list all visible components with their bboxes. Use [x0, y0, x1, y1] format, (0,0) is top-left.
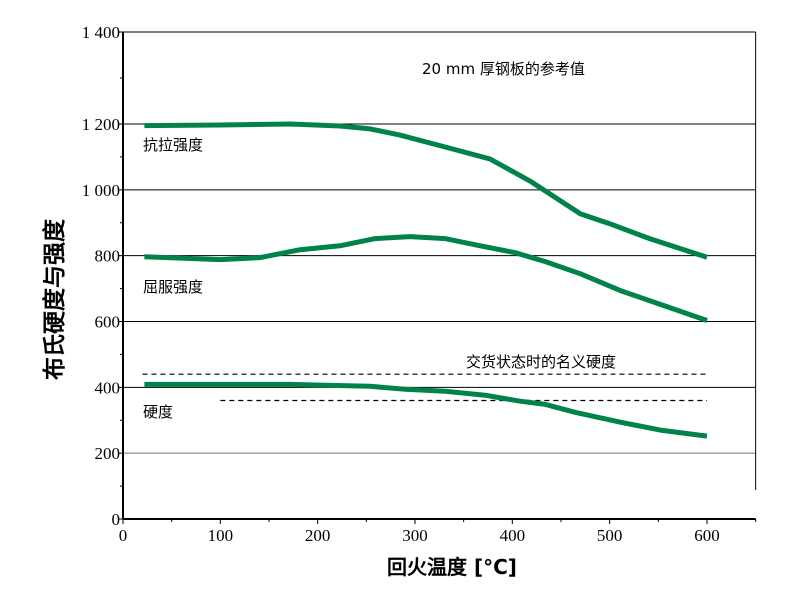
x-tick-label: 300 — [402, 526, 428, 545]
series-label-hardness: 硬度 — [143, 403, 173, 421]
x-tick-label: 0 — [119, 526, 128, 545]
reference-label-nominal-hardness: 交货状态时的名义硬度 — [466, 353, 616, 371]
y-tick-label: 1 400 — [82, 23, 120, 42]
y-tick-label: 0 — [112, 510, 121, 529]
x-tick-label: 500 — [597, 526, 623, 545]
series-line-tensile — [144, 121, 708, 260]
x-axis-label: 回火温度 [°C] — [387, 555, 517, 579]
chart-title: 20 mm 厚钢板的参考值 — [422, 60, 585, 78]
series-line-yield — [144, 234, 708, 323]
series-label-tensile: 抗拉强度 — [143, 136, 203, 154]
y-tick-label: 1 000 — [82, 181, 120, 200]
axes-frame — [122, 32, 757, 520]
ticks: 0 200 400 600 800 1 000 1 200 1 400 0 100 200 300 40… — [82, 23, 757, 545]
y-tick-label: 400 — [95, 378, 121, 397]
x-tick-label: 400 — [500, 526, 526, 545]
x-tick-label: 600 — [694, 526, 720, 545]
series-lines — [144, 121, 708, 439]
x-tick-label: 100 — [208, 526, 234, 545]
y-tick-label: 600 — [95, 313, 121, 332]
series-label-yield: 屈服强度 — [143, 278, 203, 296]
y-tick-label: 800 — [95, 247, 121, 266]
reference-lines — [142, 373, 707, 402]
x-tick-label: 200 — [305, 526, 331, 545]
y-tick-label: 200 — [95, 444, 121, 463]
y-tick-label: 1 200 — [82, 115, 120, 134]
y-axis-label: 布氏硬度与强度 — [41, 218, 68, 380]
series-line-hardness — [144, 381, 708, 439]
